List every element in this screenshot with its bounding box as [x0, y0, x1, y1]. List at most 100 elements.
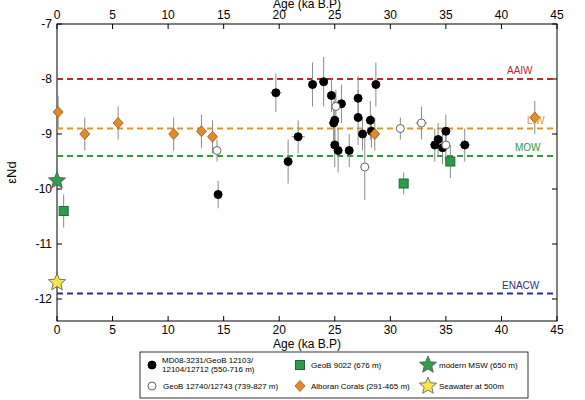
point	[48, 274, 65, 290]
point	[331, 116, 339, 124]
x-tick	[57, 316, 58, 321]
reference-label: LIW	[527, 115, 545, 126]
point	[213, 147, 221, 155]
x-tick	[445, 316, 446, 321]
x-tick-label: 30	[384, 323, 398, 337]
x-tick-top	[168, 24, 169, 29]
y-tick-label: -9	[41, 127, 52, 141]
point	[48, 172, 65, 188]
x-tick	[501, 316, 502, 321]
x-tick-top	[279, 24, 280, 29]
point	[370, 129, 380, 140]
x-tick	[390, 316, 391, 321]
x-tick-top	[112, 24, 113, 29]
x-tick-label: 20	[273, 323, 287, 337]
point	[434, 136, 442, 144]
legend-label: 12104/12712 (550-716 m)	[162, 365, 255, 374]
y-tick-right	[552, 24, 557, 25]
legend-marker	[295, 381, 305, 392]
x-tick-label: 35	[439, 323, 453, 337]
legend-marker	[419, 356, 436, 372]
reference-line	[57, 293, 557, 295]
point	[294, 133, 302, 141]
x-tick-label-top: 30	[384, 8, 398, 22]
y-tick-label: -10	[35, 182, 53, 196]
y-tick-label: -11	[36, 237, 53, 251]
x-tick	[168, 316, 169, 321]
x-tick-label-top: 35	[439, 8, 453, 22]
x-axis-label: Age (ka B.P)	[273, 337, 341, 351]
point	[59, 207, 68, 216]
reference-label: AAIW	[507, 65, 533, 76]
y-tick	[57, 134, 62, 135]
x-tick-top	[390, 24, 391, 29]
point	[113, 118, 123, 129]
point	[272, 89, 280, 97]
reference-label: ENACW	[502, 280, 540, 291]
x-tick-top	[445, 24, 446, 29]
point	[442, 127, 450, 135]
y-tick-right	[552, 134, 557, 135]
x-tick-label-top: 0	[54, 8, 61, 22]
point	[417, 119, 425, 127]
x-tick-label: 25	[328, 323, 342, 337]
x-tick	[334, 316, 335, 321]
point	[208, 131, 218, 142]
y-tick-right	[552, 244, 557, 245]
x-tick-label: 0	[54, 323, 61, 337]
x-tick-top	[501, 24, 502, 29]
reference-label: MOW	[515, 142, 541, 153]
plot-frame	[57, 24, 557, 321]
x-tick-label-top: 45	[550, 8, 564, 22]
point	[327, 92, 335, 100]
y-tick	[57, 24, 62, 25]
x-tick-top	[223, 24, 224, 29]
point	[354, 94, 362, 102]
legend-marker	[296, 361, 305, 370]
x-tick-label: 40	[495, 323, 509, 337]
point	[461, 141, 469, 149]
point	[309, 81, 317, 89]
point	[361, 163, 369, 171]
point	[53, 107, 63, 118]
reference-line	[57, 155, 557, 157]
reference-line	[57, 78, 557, 80]
legend-label: modern MSW (650 m)	[439, 361, 518, 370]
y-tick-label: -7	[41, 17, 52, 31]
x-tick-label-top: 10	[161, 8, 175, 22]
point	[359, 130, 367, 138]
legend-label: Seawater at 500m	[439, 382, 504, 391]
point	[196, 126, 206, 137]
legend-marker	[148, 361, 156, 369]
point	[320, 78, 328, 86]
x-tick-label-top: 40	[495, 8, 509, 22]
x-tick-label-top: 5	[109, 8, 116, 22]
point	[345, 147, 353, 155]
point	[399, 179, 408, 188]
x-tick	[557, 316, 558, 321]
point	[446, 157, 455, 166]
legend-label: MD08-3231/GeoB 12103/	[162, 356, 254, 365]
x-tick-label: 15	[217, 323, 231, 337]
x-axis-label-top: Age (ka B.P)	[273, 0, 341, 11]
x-tick-top	[334, 24, 335, 29]
y-tick	[57, 189, 62, 190]
y-tick-label: -8	[41, 72, 52, 86]
legend-marker	[148, 382, 156, 390]
point	[214, 191, 222, 199]
point	[284, 158, 292, 166]
y-tick-right	[552, 299, 557, 300]
x-tick-label: 10	[161, 323, 175, 337]
x-tick-label-top: 15	[217, 8, 231, 22]
point	[334, 147, 342, 155]
plot-area	[48, 57, 557, 294]
point	[80, 129, 90, 140]
y-tick	[57, 244, 62, 245]
point	[366, 116, 374, 124]
point	[332, 103, 340, 111]
chart: 005510101515202025253030353540404545Age …	[0, 0, 585, 400]
legend-label: GeoB 9022 (676 m)	[311, 361, 382, 370]
x-tick	[279, 316, 280, 321]
x-tick-label: 45	[550, 323, 564, 337]
point	[372, 81, 380, 89]
